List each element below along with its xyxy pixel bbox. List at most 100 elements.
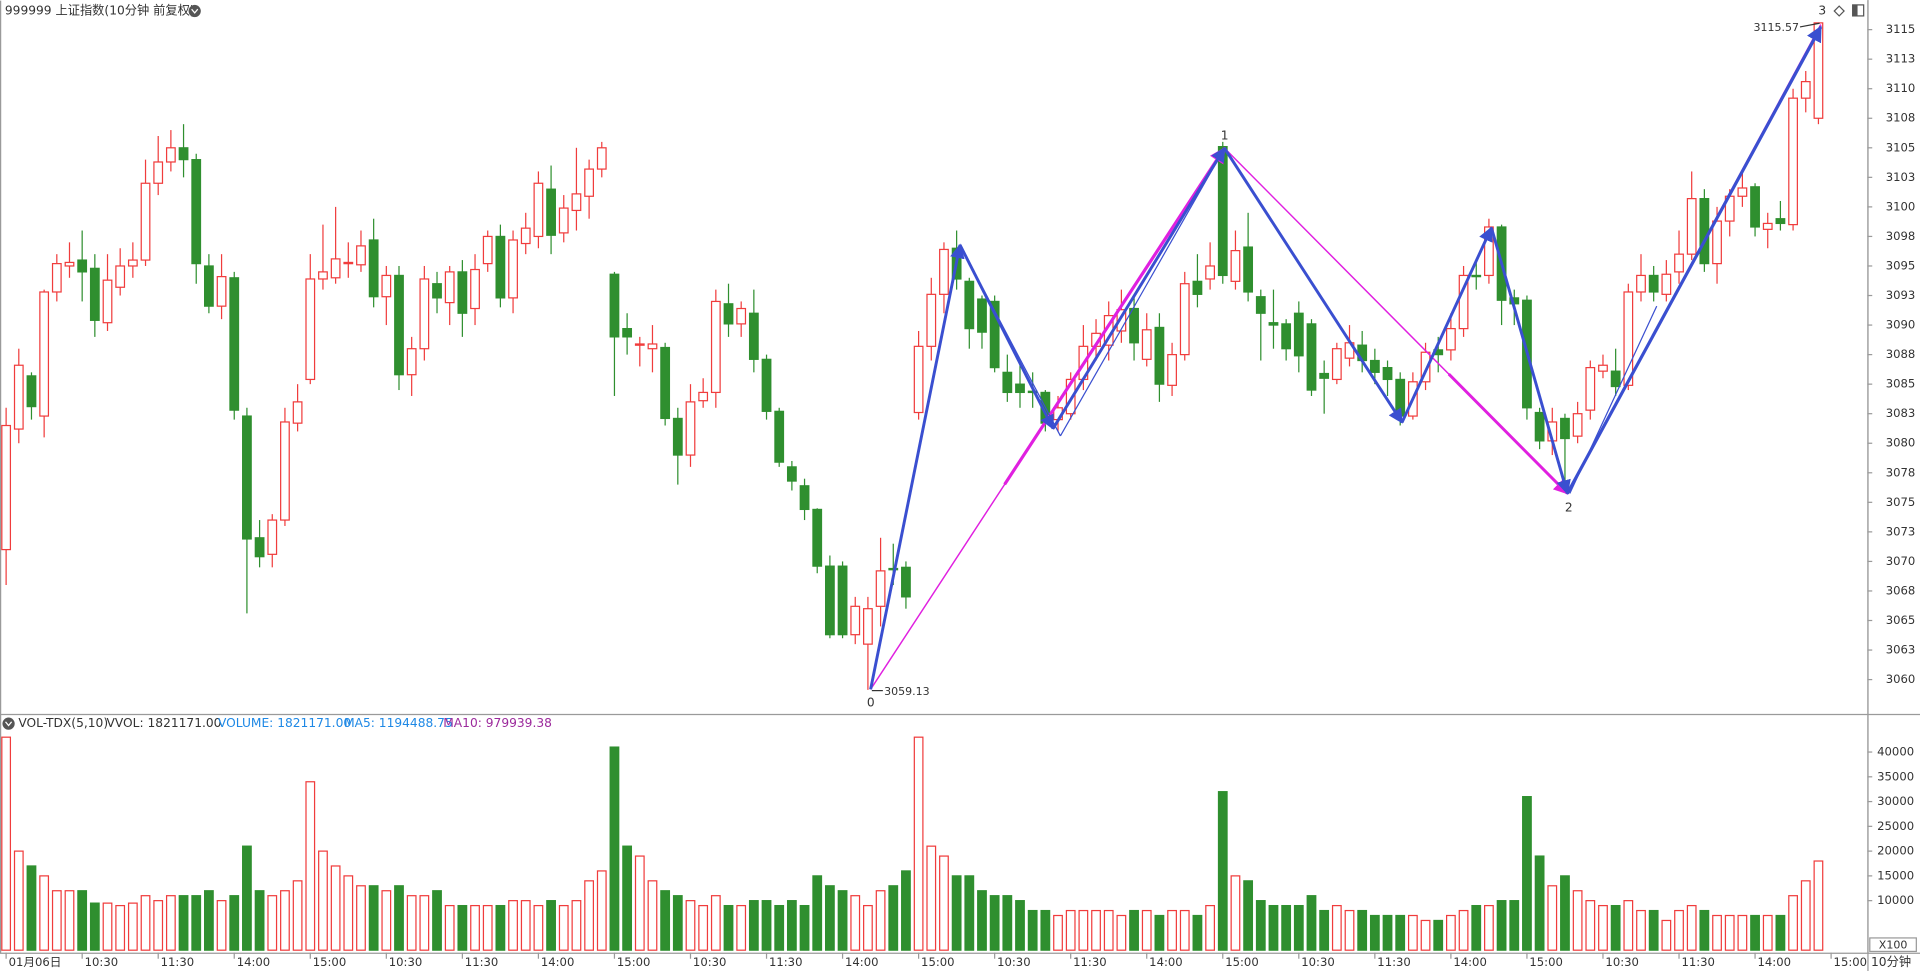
wave-line-thin: [1059, 147, 1226, 437]
volume-bar: [508, 900, 518, 951]
volume-readout: VVOL: 1821171.00: [107, 716, 222, 730]
candle-body: [1293, 312, 1304, 357]
candle-body: [482, 235, 493, 265]
candle-body: [850, 605, 861, 636]
wave-label: 1: [1221, 128, 1229, 142]
y-tick-label: 3070: [1886, 554, 1916, 568]
candle-body: [1686, 198, 1697, 255]
volume-bar: [1699, 909, 1710, 951]
diamond-icon[interactable]: [1833, 5, 1845, 17]
volume-bar: [1053, 914, 1063, 951]
candle-body: [1306, 323, 1317, 391]
volume-bar: [1065, 909, 1076, 951]
candle-body: [558, 207, 569, 234]
volume-bar: [1572, 890, 1583, 951]
volume-bar: [1154, 914, 1165, 951]
candle-body: [1281, 323, 1292, 350]
volume-bar: [1129, 909, 1139, 951]
candle-body: [242, 415, 252, 540]
candle-body: [736, 307, 747, 325]
candle-body: [634, 343, 645, 346]
wave-arrow: [1223, 147, 1569, 495]
volume-bar: [1560, 875, 1570, 951]
volume-bar: [39, 875, 50, 951]
candle-body: [875, 570, 886, 607]
x-tick-label: 14:00: [1149, 955, 1183, 969]
candle-body: [216, 276, 227, 307]
candle-body: [1002, 371, 1013, 394]
volume-dropdown[interactable]: [2, 717, 15, 730]
y-tick-label: 3068: [1886, 583, 1916, 597]
volume-bar: [1623, 900, 1634, 951]
wave-line-thin: [1569, 305, 1658, 494]
volume-bar: [698, 904, 709, 951]
volume-bar: [1534, 855, 1545, 951]
volume-bar: [64, 890, 75, 951]
y-tick-label: 10000: [1877, 893, 1914, 907]
candle-body: [470, 268, 480, 310]
y-tick-label: 3115: [1886, 22, 1916, 36]
y-tick-label: 35000: [1877, 769, 1914, 783]
dropdown-chevron: [5, 721, 13, 727]
candle-body: [571, 193, 582, 212]
period-label[interactable]: 10分钟: [1871, 954, 1911, 969]
candle-body: [318, 271, 328, 280]
y-tick-label: 3075: [1886, 495, 1916, 509]
volume-bar: [140, 895, 151, 951]
volume-bar: [1015, 900, 1025, 951]
candle-body: [1446, 327, 1456, 351]
volume-bar: [748, 900, 759, 951]
candle-body: [977, 298, 987, 333]
candle-body: [406, 348, 417, 376]
x-tick-label: 10:30: [1301, 955, 1335, 969]
volume-bar: [634, 855, 645, 951]
panel-icon-fill: [1852, 4, 1858, 16]
volume-bar: [318, 850, 328, 951]
volume-bar: [1800, 880, 1811, 951]
y-tick-label: 3103: [1886, 170, 1916, 184]
candle-body: [989, 300, 1000, 369]
candle-body: [1800, 81, 1811, 99]
y-tick-label: 3095: [1886, 258, 1916, 272]
candle-body: [305, 278, 316, 381]
volume-bar: [1686, 904, 1697, 951]
candle-body: [964, 280, 975, 330]
candle-body: [1636, 274, 1646, 293]
volume-bar: [1192, 914, 1203, 951]
x-tick-label: 15:00: [1529, 955, 1563, 969]
x-tick-label: 15:00: [1834, 955, 1868, 969]
price-label: 3059.13: [884, 685, 930, 698]
candle-body: [647, 343, 658, 350]
volume-bar: [1547, 885, 1558, 951]
candle-body: [343, 261, 354, 265]
volume-bar: [888, 885, 899, 951]
volume-bar: [1496, 900, 1507, 951]
volume-bar: [356, 885, 366, 951]
y-tick-label: 3090: [1886, 318, 1916, 332]
volume-readout: VOLUME: 1821171.00: [218, 716, 351, 730]
candle-body: [1331, 348, 1342, 381]
title-dropdown[interactable]: [188, 4, 201, 18]
y-tick-label: 20000: [1877, 844, 1914, 858]
candle-body: [267, 519, 278, 555]
volume-bar: [913, 736, 924, 951]
volume-bar: [736, 904, 747, 951]
y-tick-label: 40000: [1877, 745, 1914, 759]
volume-bar: [1205, 904, 1215, 951]
volume-bar: [761, 900, 772, 951]
volume-bar: [1179, 909, 1190, 951]
x-tick-label: 11:30: [1681, 955, 1715, 969]
x-tick-label: 01月06日: [9, 955, 62, 969]
candle-body: [1255, 296, 1266, 314]
volume-bar: [1040, 909, 1051, 951]
candle-body: [596, 147, 607, 170]
candle-body: [115, 265, 126, 288]
candle-body: [546, 188, 556, 236]
x-tick-label: 11:30: [769, 955, 803, 969]
y-tick-label: 3100: [1886, 199, 1916, 213]
candle-body: [204, 265, 214, 307]
candle-body: [609, 273, 620, 338]
x-tick-label: 10:30: [693, 955, 727, 969]
y-tick-label: 15000: [1877, 868, 1914, 882]
